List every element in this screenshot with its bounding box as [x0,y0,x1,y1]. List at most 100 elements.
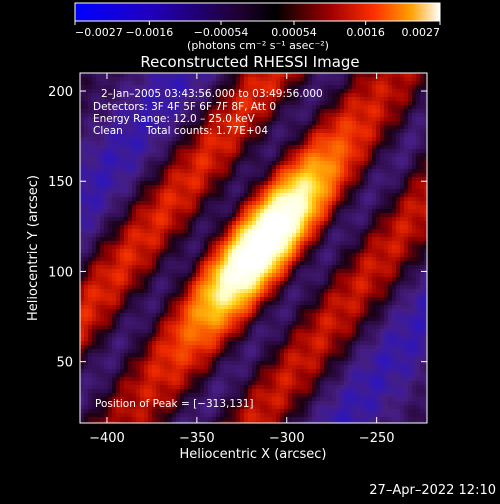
heatmap-pixel [304,221,308,225]
heatmap-pixel [228,241,232,245]
heatmap-pixel [416,173,420,177]
heatmap-pixel [400,241,404,245]
heatmap-pixel [148,161,152,165]
heatmap-pixel [156,225,160,229]
heatmap-pixel [124,237,128,241]
heatmap-pixel [260,81,264,85]
heatmap-pixel [384,89,388,93]
heatmap-pixel [268,189,272,193]
heatmap-pixel [304,117,308,121]
heatmap-pixel [420,201,424,205]
heatmap-pixel [84,185,88,189]
heatmap-pixel [228,193,232,197]
heatmap-pixel [332,137,336,141]
heatmap-pixel [112,165,116,169]
heatmap-pixel [264,161,268,165]
heatmap-pixel [396,257,400,261]
heatmap-pixel [80,141,84,145]
heatmap-pixel [148,201,152,205]
heatmap-pixel [384,185,388,189]
heatmap-pixel [204,253,208,257]
heatmap-pixel [224,229,228,233]
heatmap-pixel [364,241,368,245]
heatmap-pixel [392,89,396,93]
heatmap-pixel [348,229,352,233]
heatmap-pixel [136,281,140,285]
heatmap-pixel [136,125,140,129]
heatmap-pixel [296,249,300,253]
heatmap-pixel [396,133,400,137]
heatmap-pixel [208,213,212,217]
heatmap-pixel [380,233,384,237]
heatmap-pixel [328,137,332,141]
heatmap-pixel [300,201,304,205]
heatmap-pixel [252,169,256,173]
heatmap-pixel [420,253,424,257]
heatmap-pixel [276,245,280,249]
heatmap-pixel [172,277,176,281]
heatmap-pixel [248,297,252,301]
heatmap-pixel [216,157,220,161]
heatmap-pixel [104,225,108,229]
heatmap-pixel [320,293,324,297]
heatmap-pixel [96,277,100,281]
heatmap-pixel [368,129,372,133]
heatmap-pixel [272,249,276,253]
heatmap-pixel [420,225,424,229]
heatmap-pixel [220,285,224,289]
heatmap-pixel [388,241,392,245]
heatmap-pixel [376,245,380,249]
heatmap-pixel [256,201,260,205]
heatmap-pixel [108,213,112,217]
heatmap-pixel [344,165,348,169]
heatmap-pixel [368,97,372,101]
heatmap-pixel [164,157,168,161]
heatmap-pixel [152,293,156,297]
heatmap-pixel [124,133,128,137]
heatmap-pixel [252,157,256,161]
heatmap-pixel [412,297,416,301]
heatmap-pixel [388,85,392,89]
heatmap-pixel [168,249,172,253]
heatmap-pixel [172,281,176,285]
heatmap-pixel [376,133,380,137]
heatmap-pixel [80,73,84,77]
heatmap-pixel [368,221,372,225]
heatmap-pixel [92,141,96,145]
heatmap-pixel [276,161,280,165]
heatmap-pixel [380,293,384,297]
heatmap-pixel [300,129,304,133]
heatmap-pixel [336,105,340,109]
heatmap-pixel [336,193,340,197]
heatmap-pixel [252,197,256,201]
heatmap-pixel [336,177,340,181]
heatmap-pixel [368,193,372,197]
heatmap-pixel [320,265,324,269]
heatmap-pixel [288,281,292,285]
heatmap-pixel [228,209,232,213]
heatmap-pixel [104,145,108,149]
heatmap-pixel [308,133,312,137]
heatmap-pixel [84,157,88,161]
heatmap-pixel [372,265,376,269]
heatmap-pixel [264,209,268,213]
heatmap-pixel [324,209,328,213]
heatmap-pixel [232,217,236,221]
heatmap-pixel [340,129,344,133]
heatmap-pixel [240,137,244,141]
heatmap-pixel [384,129,388,133]
heatmap-pixel [132,285,136,289]
heatmap-pixel [244,261,248,265]
heatmap-pixel [92,221,96,225]
heatmap-pixel [148,221,152,225]
heatmap-pixel [300,249,304,253]
heatmap-pixel [288,153,292,157]
heatmap-pixel [272,169,276,173]
heatmap-pixel [340,241,344,245]
heatmap-pixel [380,169,384,173]
heatmap-pixel [360,105,364,109]
heatmap-pixel [192,77,196,81]
heatmap-pixel [360,149,364,153]
heatmap-pixel [344,149,348,153]
heatmap-pixel [364,185,368,189]
